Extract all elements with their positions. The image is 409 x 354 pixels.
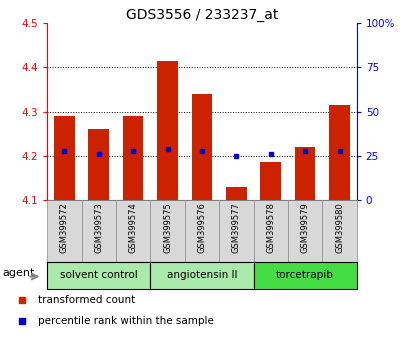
Text: GSM399576: GSM399576	[197, 202, 206, 253]
Text: GSM399580: GSM399580	[334, 202, 343, 253]
Bar	[218, 200, 253, 262]
Title: GDS3556 / 233237_at: GDS3556 / 233237_at	[126, 8, 277, 22]
Text: angiotensin II: angiotensin II	[166, 270, 236, 280]
Bar	[54, 116, 74, 200]
Bar	[157, 61, 178, 200]
Bar	[253, 262, 356, 289]
Bar	[321, 200, 356, 262]
Bar	[47, 200, 81, 262]
Bar	[88, 129, 109, 200]
Text: GSM399575: GSM399575	[163, 202, 172, 253]
Bar	[47, 262, 150, 289]
Bar	[191, 94, 212, 200]
Bar	[184, 200, 218, 262]
Bar	[123, 116, 143, 200]
Text: transformed count: transformed count	[38, 295, 135, 305]
Text: GSM399579: GSM399579	[300, 202, 309, 253]
Bar	[294, 147, 315, 200]
Bar	[225, 187, 246, 200]
Bar	[150, 262, 253, 289]
Text: percentile rank within the sample: percentile rank within the sample	[38, 316, 213, 326]
Bar	[328, 105, 349, 200]
Bar	[253, 200, 287, 262]
Text: GSM399578: GSM399578	[265, 202, 274, 253]
Text: GSM399573: GSM399573	[94, 202, 103, 253]
Text: solvent control: solvent control	[60, 270, 137, 280]
Text: torcetrapib: torcetrapib	[276, 270, 333, 280]
Bar	[287, 200, 321, 262]
Text: GSM399574: GSM399574	[128, 202, 137, 253]
Text: agent: agent	[2, 268, 35, 278]
Bar	[81, 200, 116, 262]
Bar	[116, 200, 150, 262]
Text: GSM399577: GSM399577	[231, 202, 240, 253]
Bar	[260, 162, 280, 200]
Text: GSM399572: GSM399572	[60, 202, 69, 253]
Bar	[150, 200, 184, 262]
